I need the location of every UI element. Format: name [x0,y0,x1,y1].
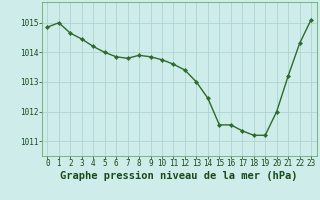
X-axis label: Graphe pression niveau de la mer (hPa): Graphe pression niveau de la mer (hPa) [60,171,298,181]
